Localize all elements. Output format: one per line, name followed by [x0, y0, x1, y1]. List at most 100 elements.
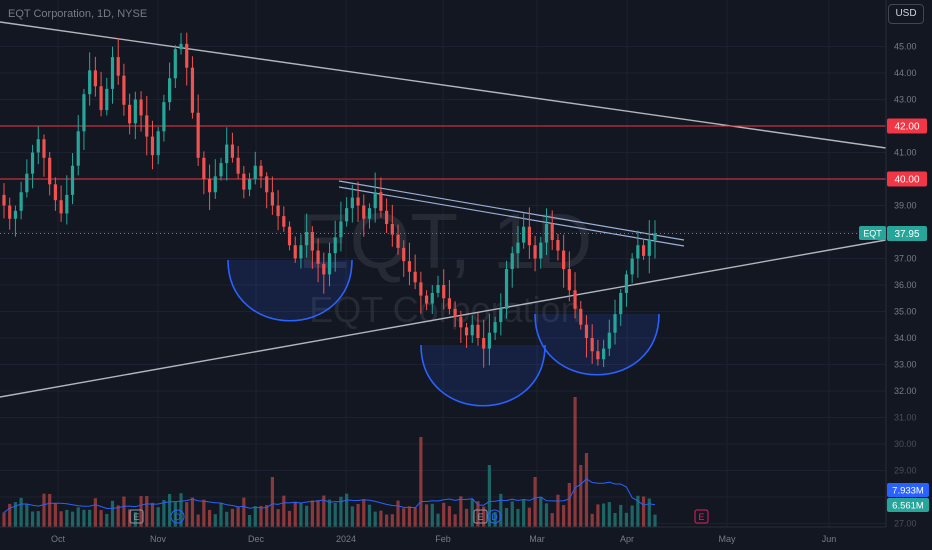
- volume-bar: [282, 495, 286, 527]
- candle-body: [128, 104, 132, 124]
- volume-bar: [367, 504, 372, 527]
- price-tick-label: 27.00: [894, 519, 917, 529]
- candle-body: [48, 157, 52, 185]
- volume-bar: [133, 512, 137, 527]
- volume-bar: [590, 513, 594, 527]
- dividend-marker-1[interactable]: D: [170, 509, 185, 524]
- neckline-line-a[interactable]: [338, 180, 685, 241]
- volume-bar: [287, 510, 292, 527]
- candle-body: [30, 152, 35, 174]
- candle-body: [539, 242, 543, 259]
- volume-bar: [544, 503, 549, 527]
- volume-bar: [493, 512, 497, 527]
- volume-bar: [322, 495, 326, 527]
- cup-right-shoulder: [534, 313, 660, 376]
- svg-text:E: E: [133, 512, 139, 522]
- price-tick-label: 37.00: [894, 254, 917, 264]
- volume-bar: [430, 503, 434, 527]
- price-tick-label: 44.00: [894, 68, 917, 78]
- candle-body: [390, 224, 394, 235]
- earnings-marker-1[interactable]: E: [129, 509, 144, 524]
- volume-bar: [464, 508, 469, 527]
- volume-bar: [156, 507, 160, 527]
- last-price-tag-bg: [887, 226, 927, 241]
- time-tick-label: Jun: [822, 534, 837, 544]
- level-tag-bg: [887, 118, 927, 134]
- volume-bar: [624, 512, 629, 527]
- volume-bar: [48, 493, 52, 527]
- volume-bar: [373, 511, 377, 527]
- volume-bar: [459, 496, 463, 527]
- volume-bar: [190, 497, 195, 527]
- volume-bar: [636, 495, 640, 527]
- trendlines[interactable]: [0, 21, 887, 398]
- candle-body: [2, 194, 6, 206]
- future-earnings-marker[interactable]: E: [694, 509, 709, 524]
- volume-bar: [2, 512, 6, 527]
- time-axis-bg[interactable]: [0, 527, 886, 550]
- price-axis-bg[interactable]: [886, 0, 932, 550]
- volume-bar: [476, 501, 480, 527]
- volume-bar: [556, 494, 560, 527]
- volume-bar: [539, 496, 543, 527]
- lower-support-line[interactable]: [0, 239, 887, 398]
- volume-bar: [76, 507, 80, 527]
- candle-body: [247, 179, 252, 190]
- candle-body: [442, 285, 446, 299]
- upper-resistance-line[interactable]: [0, 21, 887, 149]
- time-tick-label: Apr: [620, 534, 634, 544]
- time-tick-label: Mar: [529, 534, 545, 544]
- candle-body: [602, 348, 606, 360]
- time-axis-ticks: Oct Nov Dec 2024 Feb Mar Apr May Jun: [51, 534, 836, 544]
- candle-body: [36, 139, 40, 153]
- volume-bar: [122, 496, 126, 527]
- candle-body: [110, 57, 115, 89]
- candle-body: [385, 210, 389, 225]
- candle-body: [607, 332, 611, 349]
- candle-body: [339, 221, 343, 238]
- candle-body: [70, 165, 75, 195]
- candle-body: [179, 43, 183, 50]
- candle-body: [436, 285, 440, 293]
- volume-bar: [396, 500, 400, 527]
- volume-bar: [225, 511, 229, 527]
- ticker-tag: EQT: [863, 229, 882, 239]
- candle-body: [636, 245, 640, 259]
- volume-bar: [145, 496, 149, 527]
- volume-bar: [93, 498, 97, 527]
- volume-bar: [482, 506, 486, 527]
- volume-bar: [385, 514, 389, 527]
- candle-body: [265, 176, 269, 193]
- vol-ma-tag-bg: [887, 483, 929, 497]
- price-tick-label: 39.00: [894, 201, 917, 211]
- volume-bar: [36, 511, 40, 527]
- volume-bar: [139, 496, 143, 527]
- neckline-line-b[interactable]: [338, 186, 685, 247]
- candle-body: [19, 192, 23, 211]
- candle-body: [139, 99, 143, 116]
- candle-body: [196, 112, 200, 158]
- volume-bar: [641, 496, 646, 527]
- volume-bar: [19, 497, 23, 527]
- candle-body: [259, 165, 263, 177]
- candle-body: [522, 226, 526, 243]
- candle-body: [624, 274, 629, 293]
- currency-button[interactable]: USD: [888, 4, 924, 24]
- earnings-marker-2[interactable]: E: [473, 509, 488, 524]
- dividend-marker-2[interactable]: D: [487, 509, 502, 524]
- candle-body: [373, 192, 377, 209]
- price-tick-label: 35.00: [894, 307, 917, 317]
- volume-bar: [30, 511, 35, 527]
- candle-body: [596, 351, 600, 360]
- volume-bar: [453, 514, 457, 527]
- candles: [2, 32, 657, 368]
- candle-body: [116, 57, 120, 76]
- candle-body: [396, 234, 400, 248]
- cup-left-shoulder: [227, 259, 353, 322]
- candle-body: [464, 327, 469, 336]
- volume-bar: [527, 507, 531, 527]
- candle-body: [345, 208, 349, 222]
- candle-body: [379, 192, 383, 211]
- volume-bar: [59, 511, 63, 527]
